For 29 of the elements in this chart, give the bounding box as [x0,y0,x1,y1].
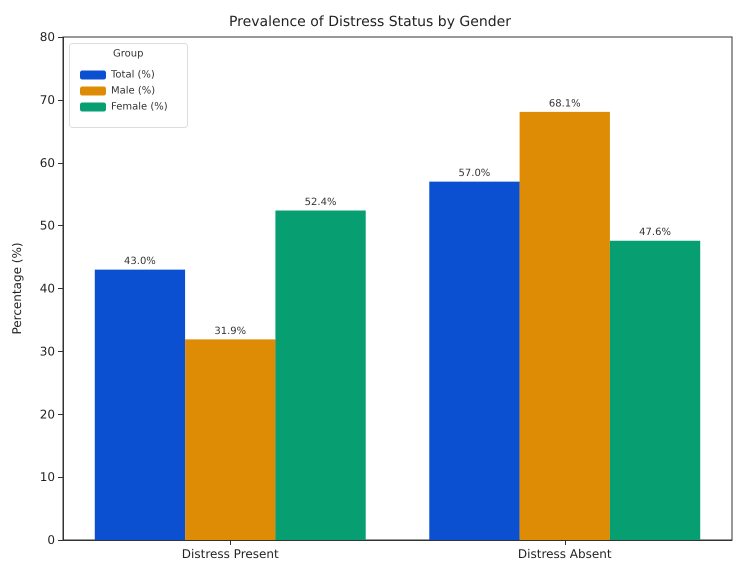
y-tick-label: 50 [40,218,55,233]
x-tick-label: Distress Present [182,547,279,561]
bar [94,270,186,540]
data-label: 47.6% [639,227,671,238]
chart-title: Prevalence of Distress Status by Gender [228,14,512,30]
bar [429,182,520,540]
legend-title: Group [113,48,144,60]
y-tick-label: 0 [47,533,55,547]
bar [520,112,610,540]
y-axis-title: Percentage (%) [10,242,24,335]
data-label: 43.0% [124,256,156,268]
data-label: 31.9% [214,326,246,337]
bar [275,210,366,540]
bar [185,339,276,540]
y-tick-label: 10 [40,470,55,484]
y-tick-label: 20 [40,407,55,422]
legend-label: Male (%) [111,86,156,96]
data-label: 68.1% [548,98,581,110]
legend-label: Total (%) [110,70,155,80]
y-tick-label: 30 [40,344,55,358]
x-tick-label: Distress Absent [518,547,612,561]
data-label: 52.4% [304,197,336,208]
y-tick-label: 80 [40,30,55,44]
y-tick-label: 70 [40,92,55,107]
legend-label: Female (%) [111,102,168,112]
y-tick-label: 40 [40,282,55,296]
bar [610,240,700,540]
data-label: 57.0% [458,168,490,180]
y-tick-label: 60 [40,156,55,170]
